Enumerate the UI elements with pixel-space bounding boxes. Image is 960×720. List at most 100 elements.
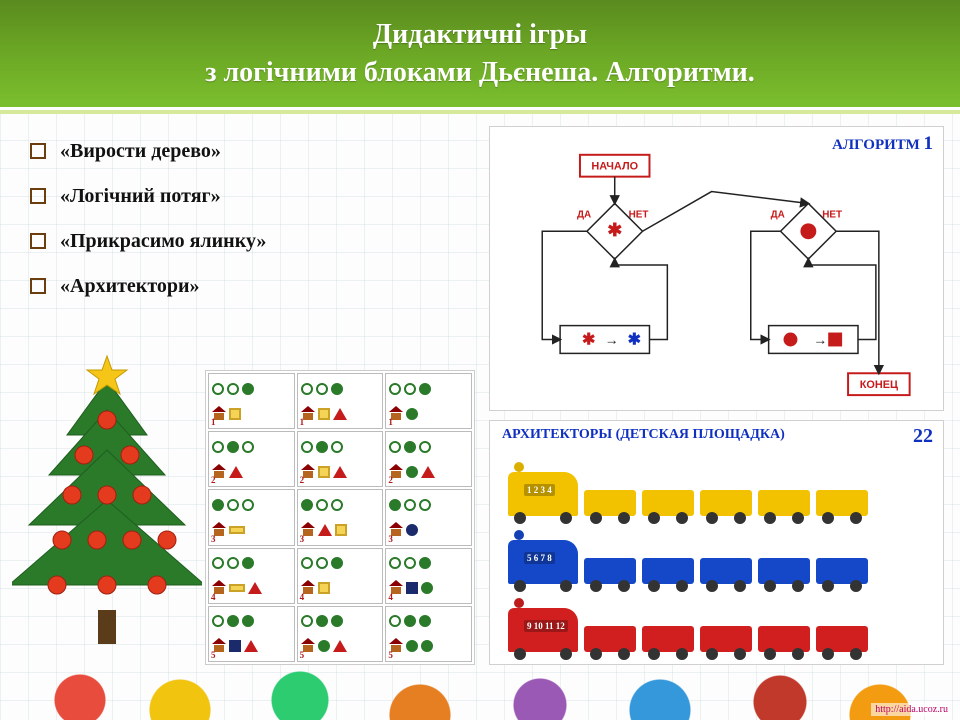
shape-card: 1 — [208, 373, 295, 429]
train-car-icon — [584, 626, 636, 652]
shape-circ-icon — [404, 615, 416, 627]
train-car-icon — [642, 626, 694, 652]
shape-cards-grid: 111222333444555 — [205, 370, 475, 665]
shape-card: 3 — [208, 489, 295, 545]
svg-text:НЕТ: НЕТ — [629, 209, 649, 220]
card-row-number: 2 — [211, 475, 216, 485]
locomotive-numbers: 1 2 3 4 — [524, 484, 555, 496]
tree-svg — [12, 350, 202, 660]
shape-circ-icon — [301, 615, 313, 627]
shape-card: 1 — [297, 373, 384, 429]
shape-circ-icon — [419, 615, 431, 627]
svg-text:ДА: ДА — [577, 209, 591, 220]
shape-circ-icon — [316, 383, 328, 395]
card-row-number: 2 — [300, 475, 305, 485]
shape-circ-icon — [406, 408, 418, 420]
train-car-icon — [816, 558, 868, 584]
trains-page-number: 22 — [913, 425, 933, 448]
shape-circ-icon — [406, 466, 418, 478]
shape-card: 5 — [208, 606, 295, 662]
bullet-marker — [30, 278, 46, 294]
shape-circ-icon — [242, 383, 254, 395]
shape-circ-icon — [301, 557, 313, 569]
shape-circ-icon — [227, 499, 239, 511]
train-car-icon — [758, 626, 810, 652]
shape-tri-icon — [229, 466, 243, 478]
algorithm-panel: АЛГОРИТМ 1 НАЧАЛОКОНЕЦ✱ДАНЕТДАНЕТ✱→✱→ — [489, 126, 944, 411]
shape-circ-icon — [316, 615, 328, 627]
shape-circ-icon — [331, 499, 343, 511]
shape-circ-icon — [404, 499, 416, 511]
shape-circ-icon — [331, 383, 343, 395]
shape-card: 4 — [297, 548, 384, 604]
site-credit: http://aida.ucoz.ru — [871, 703, 952, 716]
train-car-icon — [700, 490, 752, 516]
bullet-text: «Вирости дерево» — [60, 140, 221, 163]
bullet-item: «Архитектори» — [30, 275, 450, 298]
svg-text:НЕТ: НЕТ — [822, 209, 842, 220]
locomotive-numbers: 9 10 11 12 — [524, 620, 568, 632]
shape-tri-icon — [333, 408, 347, 420]
svg-text:→: → — [813, 333, 827, 348]
shape-circ-icon — [389, 499, 401, 511]
train-car-icon — [642, 490, 694, 516]
shape-circ-icon — [242, 499, 254, 511]
shape-circ-icon — [331, 557, 343, 569]
shape-circ-icon — [406, 640, 418, 652]
shape-sq2-icon — [406, 582, 418, 594]
shape-sq2-icon — [335, 524, 347, 536]
shape-circ-icon — [331, 441, 343, 453]
shape-tri-icon — [421, 466, 435, 478]
bullet-list: «Вирости дерево» «Логічний потяг» «Прикрас… — [30, 140, 450, 320]
shape-circ-icon — [212, 441, 224, 453]
shape-circ-icon — [212, 615, 224, 627]
shape-circ-icon — [301, 383, 313, 395]
shape-card: 5 — [297, 606, 384, 662]
train-car-icon — [816, 626, 868, 652]
shape-circ-icon — [421, 582, 433, 594]
shape-circ-icon — [406, 524, 418, 536]
title-band: Дидактичні ігры з логічними блоками Дьєн… — [0, 0, 960, 110]
shape-circ-icon — [419, 441, 431, 453]
locomotive-icon: 9 10 11 12 — [508, 608, 578, 652]
shape-sq2-icon — [318, 582, 330, 594]
shape-card: 2 — [385, 431, 472, 487]
shape-card: 3 — [297, 489, 384, 545]
bullet-text: «Прикрасимо ялинку» — [60, 230, 266, 253]
shape-circ-icon — [227, 615, 239, 627]
shape-tri-icon — [248, 582, 262, 594]
shape-tri-icon — [333, 466, 347, 478]
train-car-icon — [700, 558, 752, 584]
shape-card: 1 — [385, 373, 472, 429]
shape-rect-icon — [229, 584, 245, 592]
card-row-number: 5 — [300, 650, 305, 660]
shape-tri-icon — [244, 640, 258, 652]
card-row-number: 5 — [211, 650, 216, 660]
shape-circ-icon — [316, 499, 328, 511]
bullet-text: «Логічний потяг» — [60, 185, 221, 208]
shape-tri-icon — [318, 524, 332, 536]
shape-circ-icon — [318, 640, 330, 652]
algorithm-title: АЛГОРИТМ 1 — [832, 133, 933, 155]
shape-circ-icon — [227, 383, 239, 395]
svg-text:✱: ✱ — [628, 331, 641, 348]
card-row-number: 1 — [211, 417, 216, 427]
svg-text:НАЧАЛО: НАЧАЛО — [591, 161, 638, 173]
shape-circ-icon — [404, 441, 416, 453]
shape-card: 3 — [385, 489, 472, 545]
trains-title: АРХИТЕКТОРЫ (ДЕТСКАЯ ПЛОЩАДКА) — [502, 427, 785, 443]
bullet-marker — [30, 233, 46, 249]
shape-circ-icon — [242, 557, 254, 569]
shape-circ-icon — [331, 615, 343, 627]
shape-card: 4 — [208, 548, 295, 604]
svg-text:✱: ✱ — [607, 220, 622, 240]
svg-text:→: → — [605, 333, 619, 348]
footer-decoration — [0, 660, 960, 720]
shape-circ-icon — [227, 557, 239, 569]
algorithm-label: АЛГОРИТМ — [832, 137, 920, 153]
card-row-number: 4 — [211, 592, 216, 602]
algorithm-number: 1 — [924, 133, 934, 154]
shape-circ-icon — [227, 441, 239, 453]
christmas-tree — [12, 350, 202, 660]
train-car-icon — [758, 558, 810, 584]
